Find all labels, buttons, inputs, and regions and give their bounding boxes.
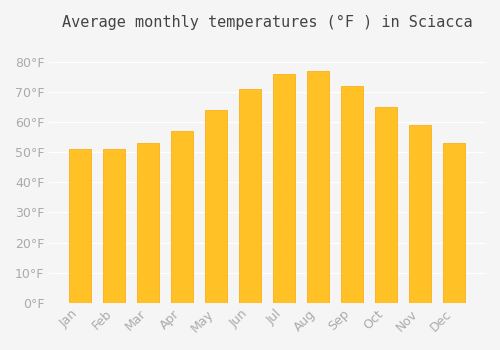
Bar: [443, 144, 465, 303]
Bar: [409, 125, 431, 303]
Title: Average monthly temperatures (°F ) in Sciacca: Average monthly temperatures (°F ) in Sc…: [62, 15, 472, 30]
Bar: [307, 71, 329, 303]
Bar: [103, 149, 126, 303]
Bar: [239, 89, 261, 303]
Bar: [171, 131, 193, 303]
Bar: [375, 107, 397, 303]
Bar: [273, 74, 295, 303]
Bar: [205, 110, 227, 303]
Bar: [69, 149, 92, 303]
Bar: [137, 144, 159, 303]
Bar: [341, 86, 363, 303]
